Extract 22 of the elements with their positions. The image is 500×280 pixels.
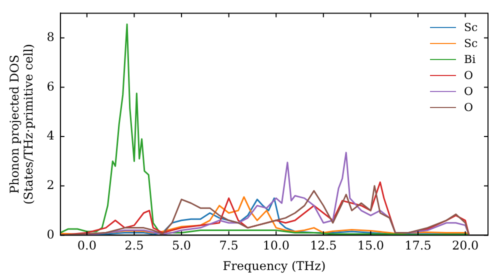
x-axis-title: Frequency (THz) [222,258,326,273]
legend-label: O [464,100,474,114]
y-tick-label: 8 [46,30,54,44]
y-tick-label: 0 [46,227,54,242]
x-tick-label: 10.0 [262,238,290,253]
x-tick-label: 17.5 [404,238,432,253]
y-tick-label: 4 [46,128,55,143]
x-tick-label: 5.0 [172,238,192,253]
x-tick-label: 20.0 [452,238,479,253]
y-axis-title: Phonon projected DOS (States/THz·primitive cell) [7,44,36,205]
legend-label: O [464,84,474,98]
x-tick-label: 7.5 [219,238,238,253]
x-tick-label: 15.0 [357,238,384,253]
legend-label: Sc [464,36,478,50]
y-tick-label: 6 [46,79,54,94]
x-tick-label: 12.5 [310,238,337,253]
legend-label: Sc [464,20,478,34]
legend-label: Bi [464,52,476,66]
x-tick-label: 0.0 [77,238,96,253]
legend-label: O [464,68,474,82]
y-tick-label: 2 [46,178,54,192]
x-tick-label: 2.5 [124,238,144,253]
